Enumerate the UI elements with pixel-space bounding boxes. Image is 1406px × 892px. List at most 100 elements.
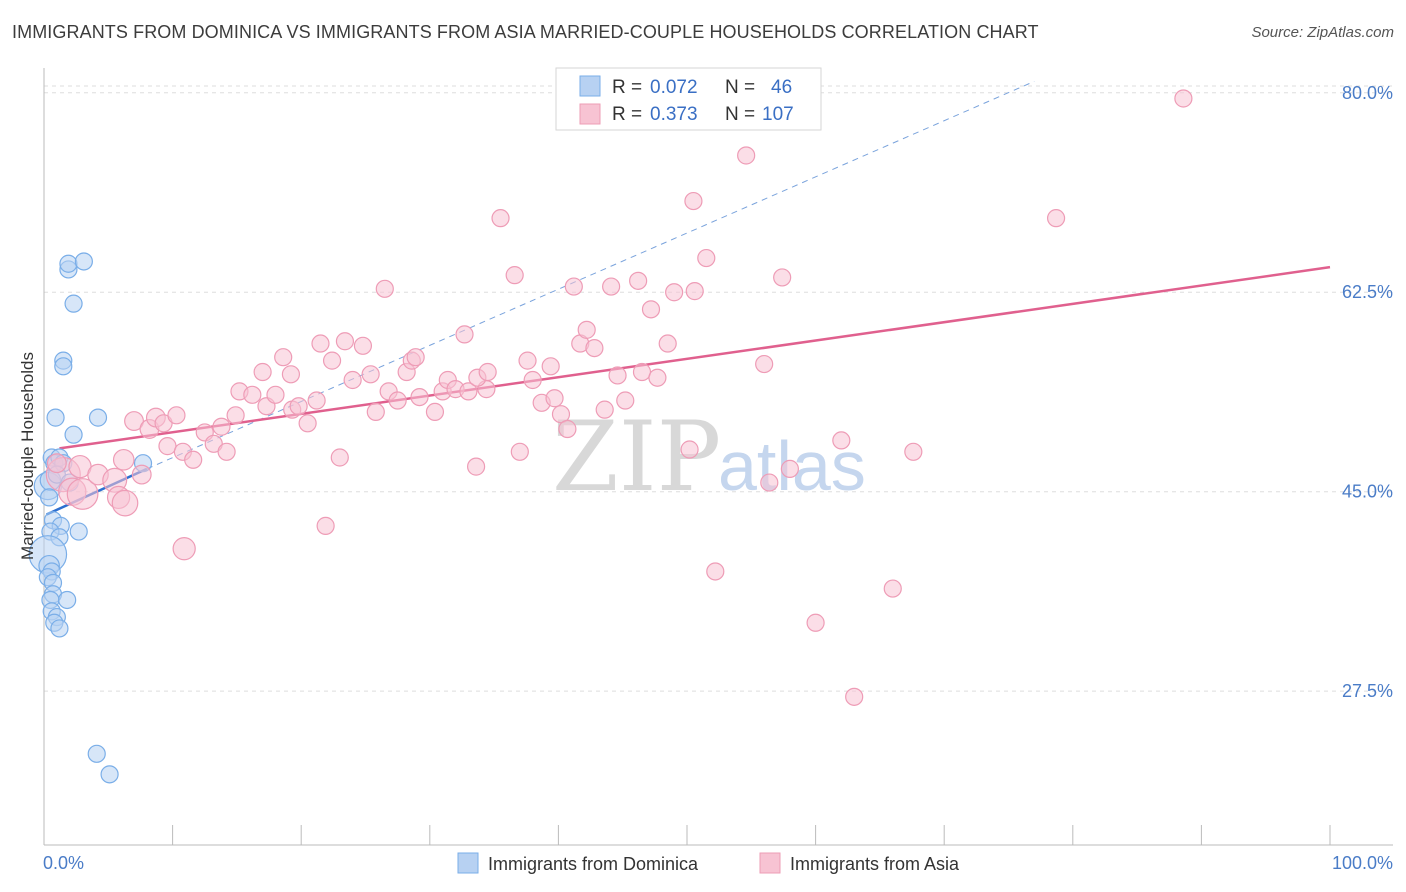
legend-r-value-1: 0.072	[650, 77, 698, 98]
legend-n-label-2: N =	[725, 104, 755, 125]
asia-point	[307, 391, 326, 410]
bottom-legend-swatch-dominica	[457, 852, 479, 874]
dominica-point	[46, 408, 65, 427]
asia-point	[459, 382, 478, 401]
asia-point	[253, 362, 272, 382]
asia-point	[167, 406, 186, 425]
series-legend: Immigrants from Dominica Immigrants from…	[457, 852, 960, 874]
asia-point	[632, 362, 652, 382]
asia-point	[883, 579, 902, 598]
asia-point	[281, 365, 301, 384]
asia-point	[773, 268, 792, 287]
x-tick-label-max: 100.0%	[1332, 853, 1393, 873]
asia-point	[111, 489, 139, 517]
asia-point	[478, 362, 497, 382]
correlation-legend: R = 0.072 N = 46 R = 0.373 N = 107	[555, 67, 822, 131]
asia-point	[510, 442, 529, 461]
dominica-point	[74, 252, 93, 271]
asia-point	[226, 406, 245, 425]
asia-point	[697, 248, 716, 268]
asia-point	[388, 391, 407, 410]
asia-point	[172, 537, 196, 561]
asia-point	[545, 389, 564, 408]
asia-point	[1174, 89, 1193, 108]
legend-r-value-2: 0.373	[650, 104, 698, 125]
asia-point	[1046, 209, 1066, 228]
y-axis-label: Married-couple Households	[18, 352, 37, 560]
asia-point	[322, 351, 342, 370]
dominica-point	[69, 522, 88, 541]
asia-point	[212, 417, 231, 436]
asia-point	[505, 266, 524, 285]
asia-point	[755, 354, 774, 374]
asia-point	[602, 277, 621, 296]
asia-point	[845, 687, 864, 706]
asia-point	[904, 442, 923, 461]
legend-r-label-2: R =	[612, 104, 642, 125]
asia-point	[425, 402, 445, 422]
asia-point	[523, 370, 542, 390]
bottom-legend-swatch-asia	[759, 852, 781, 874]
asia-point	[491, 209, 510, 228]
asia-point	[375, 279, 394, 298]
asia-point	[616, 391, 635, 410]
watermark-zip: ZIP	[552, 401, 721, 513]
axes: 80.0% 62.5% 45.0% 27.5%	[43, 68, 1393, 846]
dominica-point	[58, 590, 77, 610]
asia-point	[274, 348, 293, 367]
x-tick-label-min: 0.0%	[43, 853, 84, 873]
chart-title: IMMIGRANTS FROM DOMINICA VS IMMIGRANTS F…	[12, 22, 1039, 42]
asia-point	[353, 336, 373, 355]
asia-point	[66, 478, 99, 510]
asia-point	[131, 464, 152, 485]
asia-point	[343, 370, 362, 390]
asia-point	[518, 351, 537, 370]
asia-point	[217, 442, 236, 461]
asia-point	[629, 271, 648, 290]
asia-point	[541, 357, 560, 376]
asia-point	[46, 453, 67, 474]
asia-point	[298, 414, 317, 433]
dominica-point	[50, 619, 69, 638]
asia-point	[184, 450, 203, 469]
asia-point	[455, 325, 474, 344]
asia-point	[558, 419, 577, 439]
asia-point	[361, 365, 380, 384]
asia-point	[330, 448, 349, 467]
dominica-point	[59, 254, 78, 273]
legend-r-label-1: R =	[612, 77, 642, 98]
dominica-point	[87, 744, 106, 763]
asia-point	[366, 402, 385, 422]
dominica-point	[100, 765, 119, 784]
asia-point	[641, 300, 661, 319]
y-tick-label: 80.0%	[1342, 83, 1393, 103]
bottom-legend-label-dominica: Immigrants from Dominica	[488, 854, 699, 874]
y-tick-label: 45.0%	[1342, 482, 1393, 502]
asia-point	[780, 459, 799, 478]
asia-point	[289, 397, 308, 416]
legend-n-value-1: 46	[771, 77, 792, 98]
asia-trend-line	[59, 265, 1331, 450]
legend-n-label-1: N =	[725, 77, 755, 98]
dominica-point	[88, 408, 108, 427]
asia-point	[577, 320, 596, 339]
dominica-trend-extension	[146, 80, 1035, 470]
asia-point	[564, 277, 583, 296]
asia-point	[658, 334, 677, 353]
asia-point	[684, 191, 703, 211]
asia-point	[608, 366, 627, 385]
dominica-point	[40, 488, 59, 507]
asia-point	[806, 613, 825, 632]
y-tick-label: 27.5%	[1342, 681, 1393, 701]
asia-point	[832, 431, 851, 450]
asia-point	[112, 448, 135, 471]
asia-point	[737, 146, 756, 165]
bottom-legend-label-asia: Immigrants from Asia	[790, 854, 960, 874]
asia-point	[410, 387, 429, 407]
y-tick-label: 62.5%	[1342, 282, 1393, 302]
asia-point	[466, 457, 486, 476]
dominica-point	[64, 294, 83, 313]
asia-point	[406, 348, 425, 367]
asia-point	[124, 411, 144, 431]
